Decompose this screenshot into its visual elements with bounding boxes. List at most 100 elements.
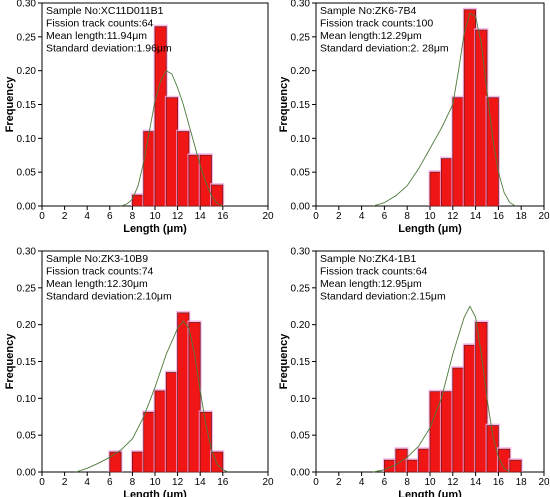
chart-panel-1: 0 2 4 6 8 10 12 14 16 20 0.00 0.05 0.10 0.15 0.20 0.25 0… bbox=[4, 0, 274, 235]
x-axis-label: Length (μm) bbox=[398, 223, 462, 235]
histogram-bar-1 bbox=[131, 194, 145, 207]
histogram-bar-3 bbox=[406, 459, 419, 473]
x-tick-label: 0 bbox=[39, 477, 45, 488]
sample-info-line-3: Mean length:12.29μm bbox=[320, 30, 422, 42]
x-tick-label: 2 bbox=[336, 477, 342, 488]
x-tick-label: 20 bbox=[538, 477, 550, 488]
x-tick-label: 6 bbox=[382, 211, 388, 222]
sample-info-line-1: Sample No:ZK3-10B9 bbox=[46, 253, 148, 265]
x-tick-label: 10 bbox=[424, 477, 436, 488]
y-tick-label: 0.10 bbox=[291, 394, 311, 405]
sample-info-line-1: Sample No:XC11D011B1 bbox=[46, 5, 164, 17]
y-tick-label: 0.20 bbox=[17, 320, 37, 331]
x-tick-label: 8 bbox=[404, 477, 410, 488]
x-tick-label: 10 bbox=[149, 211, 161, 222]
histogram-bar-8 bbox=[463, 344, 476, 473]
x-tick-label: 12 bbox=[447, 211, 459, 222]
sample-info-line-2: Fission track counts:64 bbox=[320, 266, 428, 278]
x-tick-label: 4 bbox=[359, 211, 365, 222]
x-tick-label: 8 bbox=[130, 211, 136, 222]
y-tick-label: 0.20 bbox=[17, 66, 37, 77]
sample-info-line-3: Mean length:11.94μm bbox=[46, 30, 147, 42]
chart-panel-4: 0 2 4 6 8 10 12 14 16 18 20 0.00 0.05 0.10 0.15 0.20 0.2… bbox=[278, 247, 550, 497]
y-tick-label: 0.10 bbox=[291, 134, 311, 145]
sample-info-line-2: Fission track counts:64 bbox=[46, 18, 154, 30]
y-axis-label: Frequency bbox=[278, 333, 290, 390]
x-tick-label: 6 bbox=[382, 477, 388, 488]
y-tick-label: 0.00 bbox=[17, 468, 37, 479]
sample-info-line-4: Standard deviation:2.15μm bbox=[320, 291, 446, 303]
sample-info-line-1: Sample No:ZK6-7B4 bbox=[320, 5, 416, 17]
y-tick-label: 0.15 bbox=[291, 100, 311, 111]
x-tick-label: 20 bbox=[262, 477, 274, 488]
x-tick-label: 14 bbox=[470, 477, 482, 488]
histogram-bar-6 bbox=[486, 97, 499, 207]
fitted-curve bbox=[372, 12, 516, 207]
histogram-bar-4 bbox=[418, 448, 431, 473]
y-tick-label: 0.20 bbox=[291, 320, 311, 331]
x-tick-label: 4 bbox=[84, 477, 90, 488]
y-tick-label: 0.30 bbox=[291, 0, 311, 10]
y-tick-label: 0.05 bbox=[17, 431, 37, 442]
y-axis-label: Frequency bbox=[278, 76, 290, 133]
x-tick-label: 8 bbox=[404, 211, 410, 222]
histogram-bar-5 bbox=[177, 131, 190, 207]
chart-panel-3: 0 2 4 6 8 10 12 14 16 20 0.00 0.05 0.10 0.15 0.20 0.25 0… bbox=[4, 247, 274, 497]
histogram-bar-1 bbox=[384, 459, 397, 473]
histogram-bar-1 bbox=[109, 451, 122, 473]
x-axis-label: Length (μm) bbox=[398, 489, 462, 497]
histogram-bar-8 bbox=[199, 411, 212, 473]
fitted-curve bbox=[75, 320, 229, 473]
sample-info-line-2: Fission track counts:74 bbox=[46, 266, 154, 278]
x-tick-label: 16 bbox=[217, 477, 229, 488]
y-tick-label: 0.10 bbox=[17, 134, 37, 145]
x-tick-label: 20 bbox=[538, 211, 550, 222]
sample-info-line-3: Mean length:12.30μm bbox=[46, 278, 148, 290]
x-tick-label: 14 bbox=[195, 477, 207, 488]
y-tick-label: 0.00 bbox=[17, 202, 37, 213]
histogram-bar-3 bbox=[143, 411, 156, 473]
x-tick-label: 18 bbox=[516, 211, 528, 222]
x-tick-label: 20 bbox=[262, 211, 274, 222]
sample-info-line-3: Mean length:12.95μm bbox=[320, 278, 422, 290]
histogram-bar-12 bbox=[509, 459, 522, 473]
histogram-bar-6 bbox=[177, 312, 190, 473]
y-tick-label: 0.05 bbox=[291, 431, 311, 442]
y-tick-label: 0.25 bbox=[17, 283, 37, 294]
histogram-bar-6 bbox=[188, 154, 201, 207]
histogram-bar-9 bbox=[211, 451, 224, 473]
x-tick-label: 4 bbox=[359, 477, 365, 488]
y-tick-label: 0.20 bbox=[291, 66, 311, 77]
histogram-bar-2 bbox=[440, 158, 454, 207]
histogram-bar-7 bbox=[188, 322, 201, 473]
sample-info-line-2: Fission track counts:100 bbox=[320, 18, 433, 30]
histogram-bar-5 bbox=[165, 372, 179, 473]
histogram-bar-3 bbox=[452, 97, 465, 207]
x-tick-label: 12 bbox=[172, 477, 184, 488]
y-tick-label: 0.25 bbox=[291, 283, 311, 294]
histogram-bar-4 bbox=[165, 97, 179, 207]
y-tick-label: 0.15 bbox=[17, 357, 37, 368]
sample-info-line-4: Standard deviation:2.10μm bbox=[46, 291, 172, 303]
y-tick-label: 0.25 bbox=[17, 32, 37, 43]
y-axis-label: Frequency bbox=[4, 76, 16, 133]
sample-info-line-4: Standard deviation:2. 28μm bbox=[320, 43, 449, 55]
fitted-curve bbox=[120, 70, 223, 207]
x-tick-label: 10 bbox=[424, 211, 436, 222]
x-tick-label: 2 bbox=[336, 211, 342, 222]
x-tick-label: 2 bbox=[62, 211, 68, 222]
sample-info-line-1: Sample No:ZK4-1B1 bbox=[320, 253, 416, 265]
x-tick-label: 12 bbox=[172, 211, 184, 222]
y-tick-label: 0.15 bbox=[17, 100, 37, 111]
y-tick-label: 0.30 bbox=[291, 247, 311, 258]
x-tick-label: 2 bbox=[62, 477, 68, 488]
x-tick-label: 12 bbox=[447, 477, 459, 488]
x-axis-label: Length (μm) bbox=[123, 489, 187, 497]
sample-info-line-4: Standard deviation:1.96μm bbox=[46, 43, 172, 55]
histogram-bar-1 bbox=[429, 171, 442, 207]
histogram-bar-4 bbox=[463, 9, 476, 207]
y-tick-label: 0.30 bbox=[17, 247, 37, 258]
x-tick-label: 14 bbox=[195, 211, 207, 222]
x-axis-label: Length (μm) bbox=[123, 223, 187, 235]
y-tick-label: 0.05 bbox=[17, 168, 37, 179]
